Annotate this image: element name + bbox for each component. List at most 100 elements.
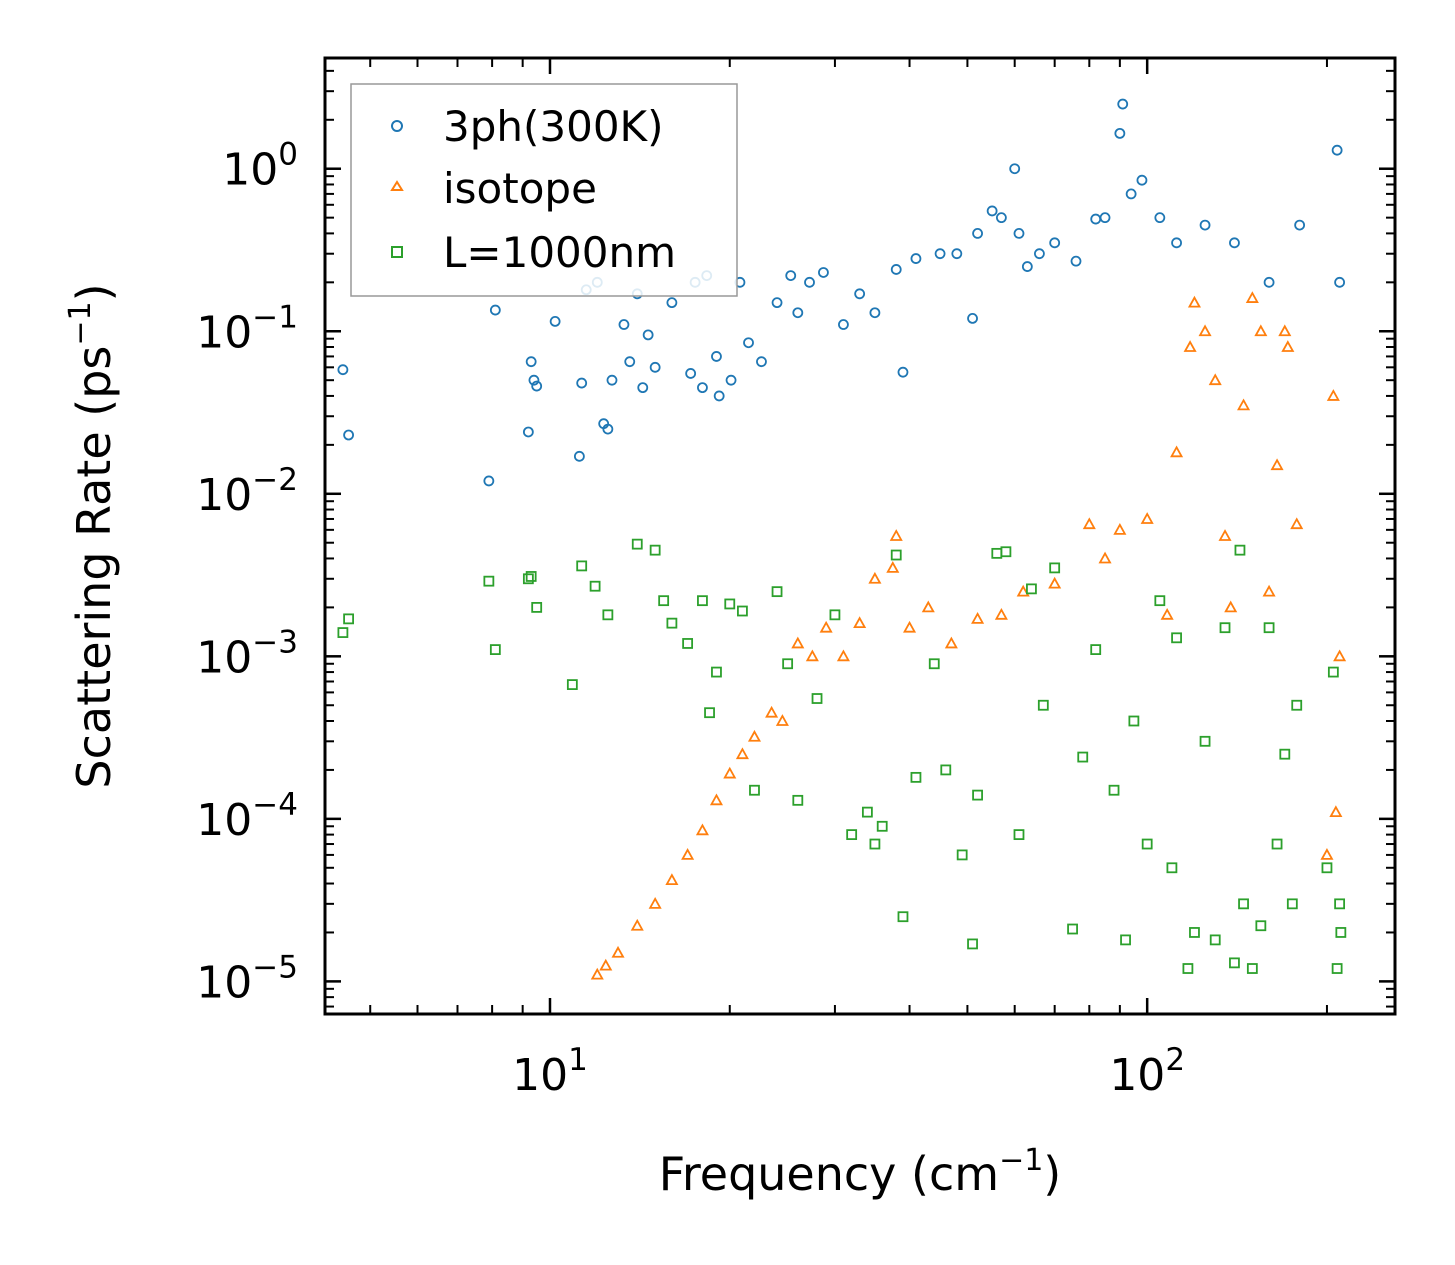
data-point	[765, 705, 779, 718]
data-point	[343, 613, 354, 625]
data-point	[649, 544, 661, 556]
data-point	[897, 366, 909, 378]
data-point	[1082, 517, 1096, 530]
data-point	[1237, 398, 1251, 411]
data-point	[1254, 324, 1268, 337]
data-point	[1333, 649, 1347, 662]
data-point	[804, 276, 815, 288]
data-point	[818, 267, 829, 278]
data-point	[602, 609, 614, 621]
data-point	[1090, 213, 1102, 225]
data-point	[711, 666, 722, 678]
data-point	[792, 307, 804, 319]
data-point	[1286, 898, 1298, 910]
data-point	[711, 351, 722, 362]
data-point	[682, 638, 694, 649]
data-point	[589, 580, 601, 592]
data-point	[525, 571, 537, 582]
data-point	[602, 423, 614, 435]
data-point	[576, 560, 588, 572]
data-point	[1334, 276, 1346, 288]
data-point	[637, 382, 649, 394]
data-point	[709, 793, 723, 806]
legend-box	[350, 83, 738, 297]
data-point	[1321, 862, 1333, 874]
data-point	[611, 945, 625, 958]
data-point	[1218, 529, 1232, 541]
data-point	[1320, 848, 1334, 860]
data-point	[836, 649, 850, 662]
y-tick-label: 10−4	[196, 787, 298, 846]
y-tick-label: 10−5	[196, 949, 298, 1008]
data-point	[910, 771, 922, 783]
data-point	[747, 729, 762, 742]
data-point	[1154, 212, 1166, 224]
data-point	[897, 911, 909, 923]
legend-marker-isotope	[390, 180, 404, 191]
data-point	[1049, 237, 1061, 249]
data-point	[967, 312, 978, 324]
data-point	[944, 636, 958, 649]
data-point	[1199, 219, 1211, 231]
data-point	[697, 595, 708, 607]
data-point	[1262, 584, 1276, 597]
legend: 3ph(300K) isotope L=1000nm	[350, 83, 738, 297]
data-point	[573, 450, 585, 462]
data-point	[868, 571, 882, 584]
x-tick-label: 102	[1109, 1042, 1185, 1101]
data-point	[861, 806, 873, 818]
data-point	[1291, 699, 1303, 711]
data-point	[1098, 551, 1112, 564]
data-point	[735, 747, 749, 760]
data-point	[337, 364, 349, 376]
data-point	[1114, 127, 1126, 139]
data-point	[1117, 98, 1129, 110]
data-point	[1246, 963, 1258, 974]
data-point	[630, 918, 644, 931]
data-point	[1113, 522, 1127, 535]
y-tick-label: 10−2	[196, 462, 298, 521]
data-point	[1209, 934, 1221, 946]
data-point	[956, 849, 968, 861]
data-point	[1171, 632, 1182, 644]
data-point	[525, 356, 537, 368]
data-point	[805, 649, 819, 662]
data-point	[685, 368, 697, 379]
data-point	[1334, 898, 1346, 910]
data-point	[1327, 666, 1339, 678]
data-point	[889, 529, 903, 541]
data-point	[1013, 829, 1025, 841]
data-point	[1182, 963, 1194, 974]
data-point	[771, 297, 783, 309]
data-point	[838, 319, 849, 330]
data-point	[724, 598, 736, 610]
y-tick-label: 10−3	[196, 624, 298, 683]
data-point	[792, 794, 804, 806]
data-point	[1034, 248, 1045, 260]
data-point	[1331, 963, 1343, 974]
data-point	[1279, 748, 1291, 760]
data-point	[631, 538, 643, 550]
data-point	[749, 784, 760, 796]
data-point	[886, 561, 900, 573]
data-point	[928, 658, 940, 670]
data-point	[1229, 237, 1240, 249]
data-point	[1326, 389, 1340, 401]
data-point	[775, 714, 789, 726]
data-point	[1329, 805, 1343, 818]
data-point	[971, 612, 985, 624]
data-point	[869, 307, 881, 319]
data-point	[642, 329, 654, 341]
data-point	[854, 288, 866, 300]
data-point	[681, 848, 695, 860]
data-point	[1125, 188, 1137, 200]
data-point	[549, 315, 561, 327]
data-point	[590, 967, 604, 980]
data-point	[1187, 295, 1201, 308]
data-point	[1224, 600, 1238, 613]
data-point	[876, 820, 888, 832]
data-point	[1077, 751, 1089, 763]
data-point	[771, 586, 783, 598]
data-point	[1270, 458, 1284, 471]
